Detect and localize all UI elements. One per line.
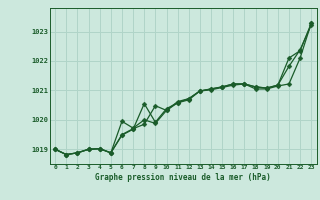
X-axis label: Graphe pression niveau de la mer (hPa): Graphe pression niveau de la mer (hPa) — [95, 173, 271, 182]
